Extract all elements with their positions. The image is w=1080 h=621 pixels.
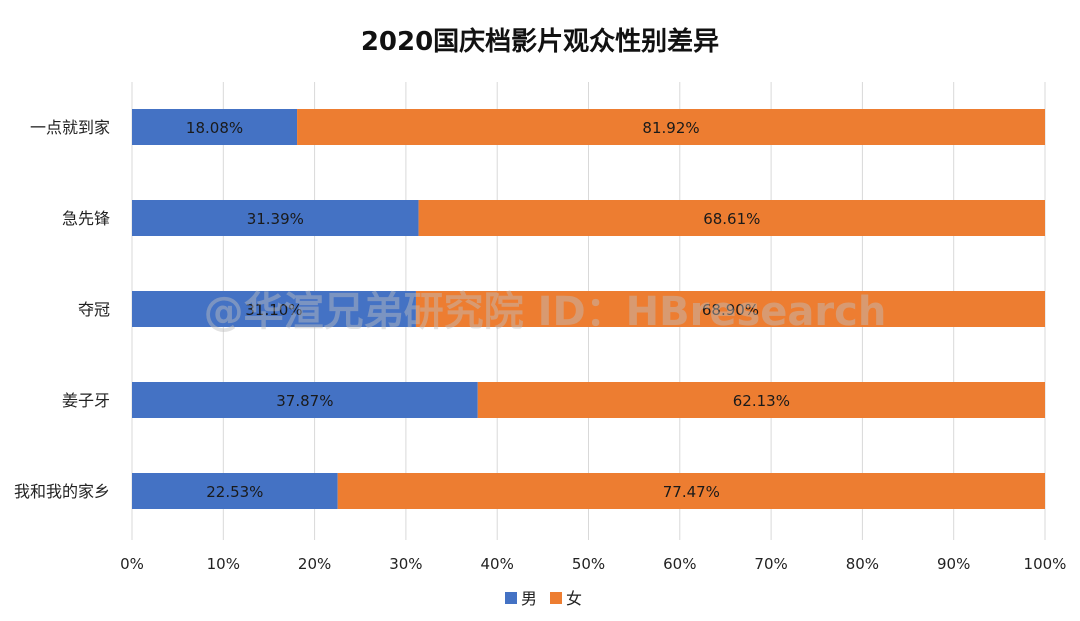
legend-label: 女 [566,589,582,608]
bar-segment [132,109,298,145]
data-label: 81.92% [642,119,699,137]
bars: 18.08% 81.92% 31.39% 68.61% 31.10% 68.90% 37.8… [132,109,1045,509]
x-tick-label: 10% [207,555,240,573]
category-label: 一点就到家 [30,118,110,137]
data-label: 68.61% [703,210,760,228]
data-label: 22.53% [206,483,263,501]
legend-swatch [550,592,562,604]
category-label: 我和我的家乡 [14,482,110,501]
x-tick-label: 0% [120,555,144,573]
data-label: 37.87% [276,392,333,410]
bar-segment [337,473,1045,509]
data-label: 62.13% [733,392,790,410]
legend: 男女 [505,589,582,608]
category-label: 急先锋 [62,209,110,228]
x-tick-label: 30% [389,555,422,573]
chart-title: 2020国庆档影片观众性别差异 [361,26,719,57]
x-tick-label: 80% [846,555,879,573]
bar-segment [418,200,1045,236]
bar-segment [132,382,478,418]
x-tick-label: 50% [572,555,605,573]
value-axis: 0% 10% 20% 30% 40% 50% 60% 70% 80% 90% 100% [120,555,1066,573]
legend-swatch [505,592,517,604]
x-tick-label: 100% [1024,555,1067,573]
data-label: 18.08% [186,119,243,137]
data-label: 31.10% [245,301,302,319]
bar-segment [477,382,1045,418]
data-label: 68.90% [702,301,759,319]
x-tick-label: 90% [937,555,970,573]
x-tick-label: 40% [481,555,514,573]
legend-label: 男 [521,589,537,608]
category-label: 夺冠 [78,300,110,319]
watermark: @华渲兄弟研究院 ID：HBresearch [204,289,887,335]
bar-segment [132,200,419,236]
x-tick-label: 20% [298,555,331,573]
category-label: 姜子牙 [62,391,110,410]
x-tick-label: 70% [754,555,787,573]
data-label: 31.39% [247,210,304,228]
bar-segment [132,291,416,327]
bar-segment [297,109,1045,145]
bar-segment [132,473,338,509]
x-tick-label: 60% [663,555,696,573]
data-label: 77.47% [663,483,720,501]
bar-segment [415,291,1045,327]
